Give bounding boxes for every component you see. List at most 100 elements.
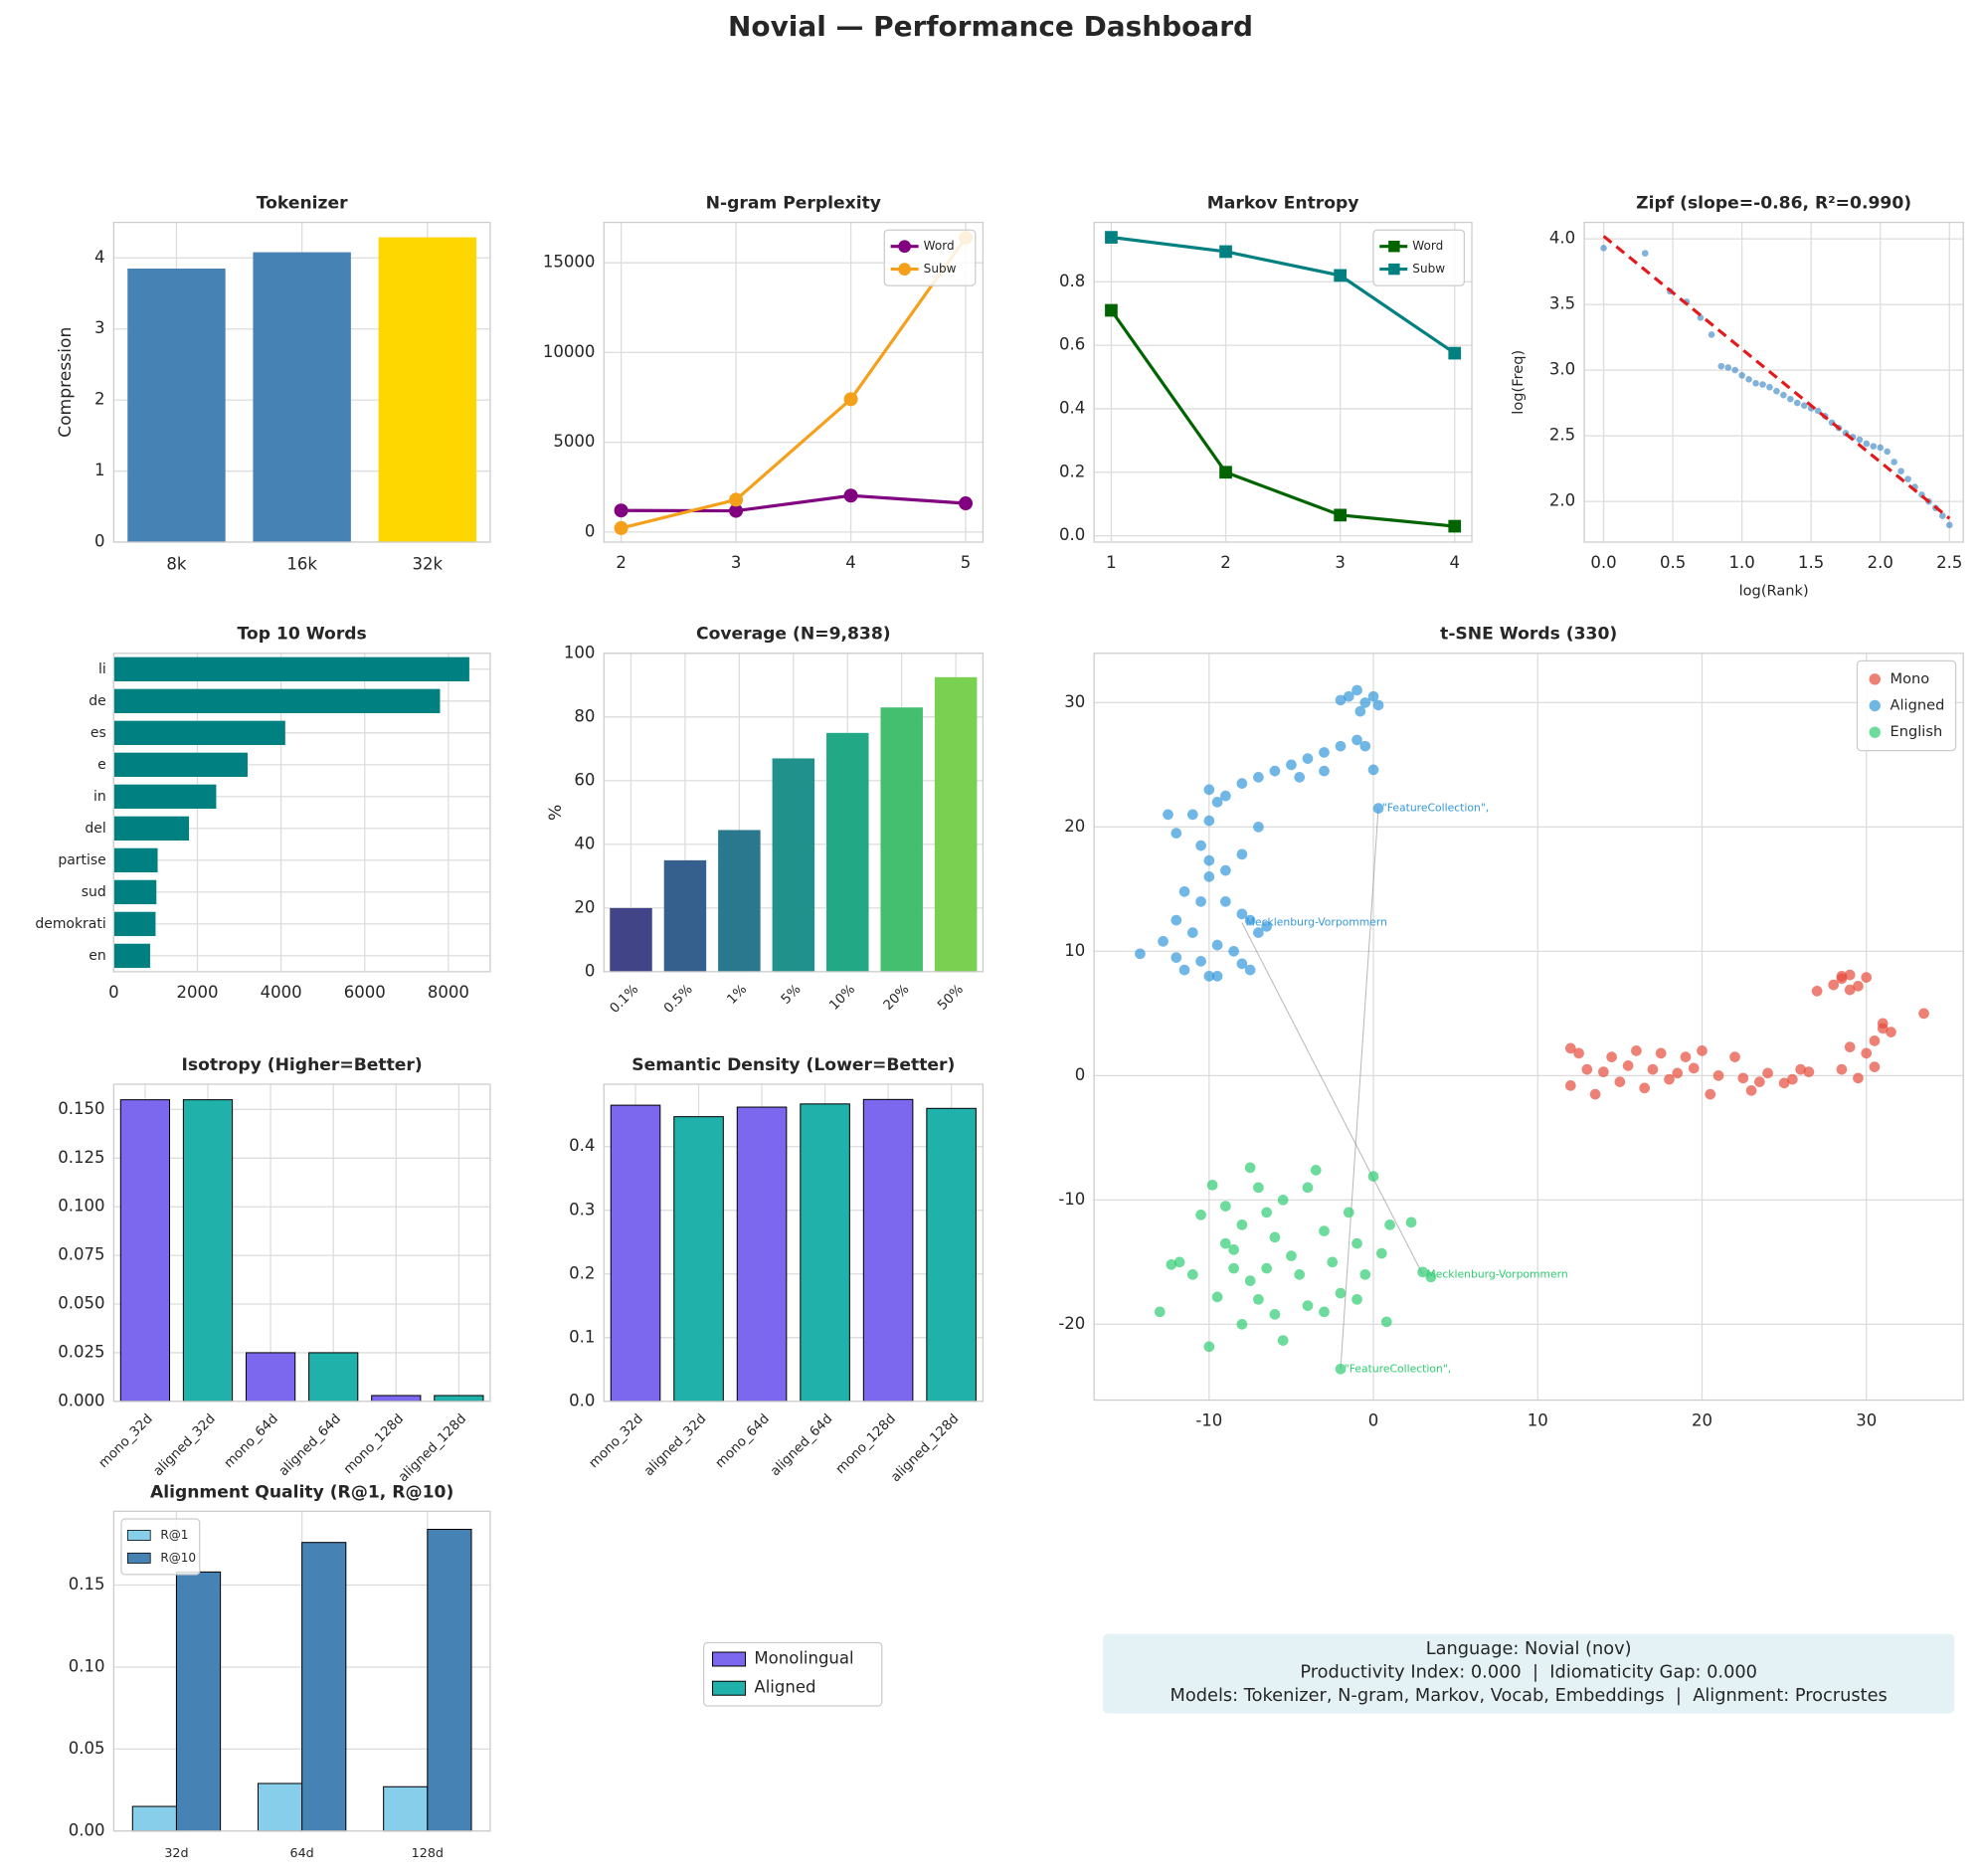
x-tick-label: 32k xyxy=(413,554,444,573)
bar xyxy=(772,758,815,972)
legend-marker xyxy=(1869,673,1881,685)
axes-frame xyxy=(603,653,985,973)
panel-title: Semantic Density (Lower=Better) xyxy=(631,1055,955,1075)
point xyxy=(1178,886,1190,897)
point xyxy=(1244,1275,1256,1286)
y-tick-label: -20 xyxy=(1058,1314,1085,1333)
main-title: Novial — Performance Dashboard xyxy=(728,10,1253,43)
legend-label: English xyxy=(1891,723,1943,740)
point xyxy=(1863,440,1871,448)
y-tick-label: 30 xyxy=(1064,692,1085,711)
bar xyxy=(182,1099,234,1403)
point xyxy=(1384,1219,1395,1230)
point xyxy=(1253,772,1264,783)
point xyxy=(1891,459,1897,466)
point xyxy=(1236,1219,1248,1230)
point xyxy=(1220,864,1231,876)
x-tick-label: 0.0 xyxy=(1590,553,1616,572)
x-tick-label: 0.1% xyxy=(608,982,642,1017)
y-tick-label: 0.15 xyxy=(69,1575,105,1594)
bar xyxy=(800,1103,850,1403)
point xyxy=(1939,512,1946,519)
point xyxy=(1372,803,1384,814)
point xyxy=(1870,443,1878,450)
point xyxy=(1745,376,1752,383)
bar xyxy=(113,847,158,873)
panel-title: Markov Entropy xyxy=(1207,194,1359,214)
y-tick-label: 0 xyxy=(94,531,105,550)
x-tick-label: 5 xyxy=(961,553,972,572)
point xyxy=(1220,896,1231,907)
line xyxy=(1110,309,1455,528)
point xyxy=(1186,809,1198,821)
y-tick-label: 15000 xyxy=(543,253,596,272)
point xyxy=(1844,969,1856,981)
point xyxy=(1195,956,1206,967)
point xyxy=(1884,448,1891,456)
legend-label: Mono xyxy=(1891,670,1930,687)
point xyxy=(1354,705,1366,717)
point xyxy=(1811,986,1823,997)
point xyxy=(1135,948,1146,960)
x-tick-label: 4000 xyxy=(261,983,302,1002)
x-tick-label: 64d xyxy=(290,1845,314,1860)
legend-swatch xyxy=(126,1552,151,1564)
point xyxy=(1269,1231,1281,1243)
bar xyxy=(113,816,190,842)
x-tick-label: 10% xyxy=(826,982,858,1014)
point xyxy=(1886,1027,1896,1037)
point xyxy=(1158,936,1169,947)
axes-frame xyxy=(1093,221,1473,543)
y-tick-label: 20 xyxy=(1064,817,1085,836)
marker xyxy=(1334,508,1347,522)
point xyxy=(1269,765,1281,777)
point xyxy=(1780,391,1787,399)
point xyxy=(1228,1244,1239,1255)
point xyxy=(1759,381,1766,388)
y-tick-label: en xyxy=(89,948,105,964)
y-tick-label: 3 xyxy=(94,318,105,337)
point xyxy=(1752,379,1759,387)
y-tick-label: 20 xyxy=(574,897,595,916)
x-tick-label: 0.5% xyxy=(661,982,696,1017)
point xyxy=(1203,871,1215,882)
bar xyxy=(113,720,285,745)
x-tick-label: 30 xyxy=(1856,1411,1877,1430)
y-tick-label: 0 xyxy=(585,521,596,540)
legend-box xyxy=(702,1641,883,1707)
legend-label: Subw xyxy=(1412,262,1445,276)
x-tick-label: 20% xyxy=(881,982,913,1014)
point xyxy=(1861,972,1873,983)
point xyxy=(1343,1207,1354,1219)
legend-marker xyxy=(1388,241,1400,253)
legend-marker xyxy=(898,263,911,276)
marker xyxy=(729,492,744,507)
point xyxy=(1738,372,1745,379)
point xyxy=(1372,699,1384,711)
point xyxy=(1877,444,1885,452)
point xyxy=(1319,747,1330,758)
annotation: Mecklenburg-Vorpommern xyxy=(1246,916,1387,929)
y-tick-label: 0.05 xyxy=(69,1739,105,1758)
bar xyxy=(880,707,923,972)
axes-frame xyxy=(112,653,491,973)
panel-title: N-gram Perplexity xyxy=(706,194,881,214)
point xyxy=(1154,1306,1166,1318)
point xyxy=(1869,1061,1881,1072)
x-tick-label: 20 xyxy=(1692,1411,1712,1430)
annotation: "FeatureCollection", xyxy=(1345,1362,1451,1375)
point xyxy=(1697,1045,1708,1056)
y-tick-label: 0.025 xyxy=(58,1342,104,1361)
point xyxy=(1375,1247,1387,1259)
point xyxy=(1731,366,1738,374)
point xyxy=(1186,1269,1198,1280)
plot-area xyxy=(1094,653,1964,1401)
point xyxy=(1261,921,1272,932)
x-tick-label: 4 xyxy=(1449,553,1460,572)
x-tick-label: 1% xyxy=(725,982,751,1008)
x-tick-label: mono_32d xyxy=(96,1411,156,1471)
point xyxy=(1343,690,1354,702)
point xyxy=(1302,1182,1314,1194)
marker xyxy=(1448,346,1462,360)
